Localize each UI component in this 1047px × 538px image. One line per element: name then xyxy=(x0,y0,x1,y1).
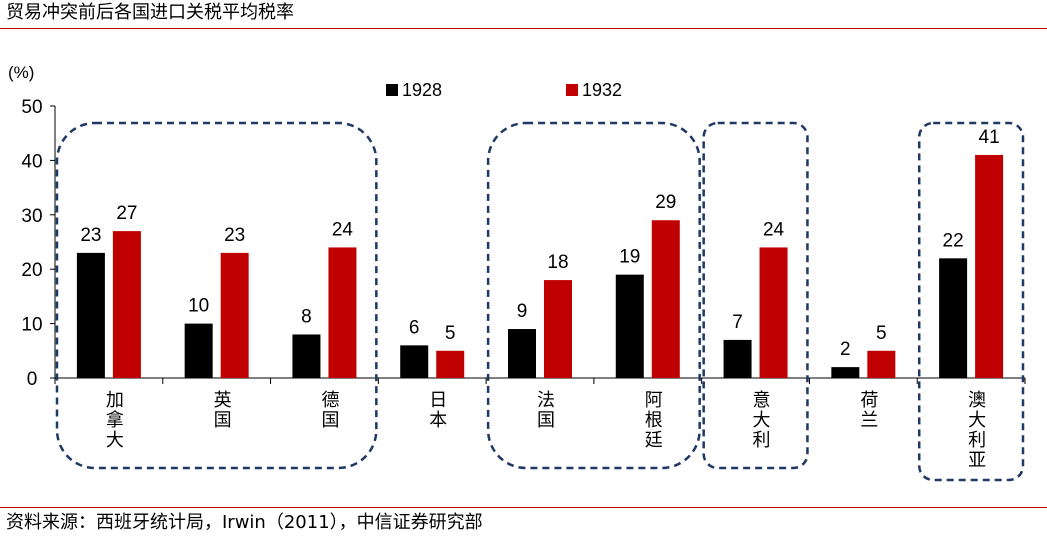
bar-value-label: 24 xyxy=(763,219,785,240)
footer-rule xyxy=(0,507,1047,508)
bar-value-label: 7 xyxy=(732,312,743,333)
source-note: 资料来源：西班牙统计局，Irwin（2011），中信证券研究部 xyxy=(6,512,483,533)
x-category-label-char: 利 xyxy=(753,430,771,450)
title-rule xyxy=(0,28,1047,29)
x-category-label-char: 澳 xyxy=(968,390,986,410)
x-category-label-char: 国 xyxy=(537,410,555,430)
bar-1932 xyxy=(112,231,141,378)
x-category-label-char: 本 xyxy=(429,410,447,430)
bar-value-label: 22 xyxy=(943,230,964,251)
y-tick-label: 20 xyxy=(21,260,42,281)
x-category-label-char: 大 xyxy=(106,430,124,450)
bar-value-label: 10 xyxy=(188,296,209,317)
x-category-label-char: 根 xyxy=(645,410,663,430)
bar-1928 xyxy=(184,323,213,378)
x-category-label-char: 日 xyxy=(429,390,447,410)
y-tick-label: 50 xyxy=(21,97,42,118)
bar-1928 xyxy=(615,274,644,378)
bar-1928 xyxy=(292,334,321,378)
y-tick-label: 30 xyxy=(21,206,42,227)
group-outline xyxy=(55,121,378,470)
x-category-label-char: 意 xyxy=(753,390,771,410)
bar-1928 xyxy=(76,252,105,378)
x-category-label: 澳大利亚 xyxy=(968,390,986,470)
x-category-label-char: 国 xyxy=(214,410,232,430)
legend-label-1932: 1932 xyxy=(582,80,622,100)
y-tick-label: 40 xyxy=(21,151,42,172)
bar-value-label: 24 xyxy=(332,219,354,240)
x-category-label-char: 利 xyxy=(968,430,986,450)
bar-value-label: 9 xyxy=(517,301,528,322)
x-category-label-char: 加 xyxy=(106,390,124,410)
bar-1932 xyxy=(436,350,465,378)
y-axis-unit-label: (%) xyxy=(8,63,34,82)
x-category-label: 德国 xyxy=(321,390,339,430)
x-category-label: 英国 xyxy=(214,390,232,430)
x-category-label-char: 兰 xyxy=(860,410,878,430)
legend-swatch-1928 xyxy=(386,84,398,96)
page-title: 贸易冲突前后各国进口关税平均税率 xyxy=(6,2,294,23)
legend-swatch-1932 xyxy=(566,84,578,96)
bar-value-label: 8 xyxy=(301,306,312,327)
x-category-label: 荷兰 xyxy=(860,390,878,430)
y-tick-label: 0 xyxy=(27,369,38,390)
x-category-label: 加拿大 xyxy=(106,390,124,450)
bar-1928 xyxy=(508,329,536,378)
bar-1932 xyxy=(220,252,249,378)
group-outline xyxy=(917,121,1025,482)
x-category-label-char: 国 xyxy=(321,410,339,430)
x-category-label-char: 大 xyxy=(968,410,986,430)
bar-1932 xyxy=(328,247,357,378)
x-category-label-char: 阿 xyxy=(645,390,663,410)
bar-value-label: 23 xyxy=(80,225,101,246)
x-category-label-char: 法 xyxy=(537,390,555,410)
x-category-label-char: 拿 xyxy=(106,409,124,430)
bar-1932 xyxy=(651,220,680,378)
bar-value-label: 41 xyxy=(979,127,1000,148)
bar-value-label: 18 xyxy=(547,252,568,273)
bar-1928 xyxy=(400,345,429,378)
group-outline xyxy=(486,121,701,470)
bar-value-label: 5 xyxy=(876,323,887,344)
bar-1932 xyxy=(759,247,788,378)
bar-1928 xyxy=(939,258,968,378)
x-category-label-char: 荷 xyxy=(860,390,878,410)
bar-1932 xyxy=(867,350,896,378)
x-category-label: 阿根廷 xyxy=(645,390,663,450)
bar-value-label: 27 xyxy=(116,203,137,224)
bar-value-label: 19 xyxy=(619,247,640,268)
group-outline xyxy=(702,121,809,470)
x-category-label-char: 亚 xyxy=(968,450,986,470)
x-category-label: 日本 xyxy=(429,390,447,430)
legend-label-1928: 1928 xyxy=(402,80,442,100)
x-category-label: 意大利 xyxy=(753,390,771,450)
x-category-label-char: 廷 xyxy=(645,430,663,450)
bar-1928 xyxy=(723,339,752,378)
bar-1932 xyxy=(544,280,572,378)
bar-1928 xyxy=(831,367,860,378)
bar-value-label: 29 xyxy=(655,192,676,213)
x-category-label-char: 英 xyxy=(214,390,232,410)
x-category-label: 法国 xyxy=(537,390,555,430)
x-category-label-char: 大 xyxy=(753,410,771,430)
bar-value-label: 6 xyxy=(409,317,420,338)
bar-value-label: 5 xyxy=(445,323,456,344)
x-category-label-char: 德 xyxy=(321,390,339,410)
bar-value-label: 2 xyxy=(840,339,851,360)
y-tick-label: 10 xyxy=(21,315,42,336)
bar-value-label: 23 xyxy=(224,225,245,246)
bar-1932 xyxy=(975,154,1004,378)
